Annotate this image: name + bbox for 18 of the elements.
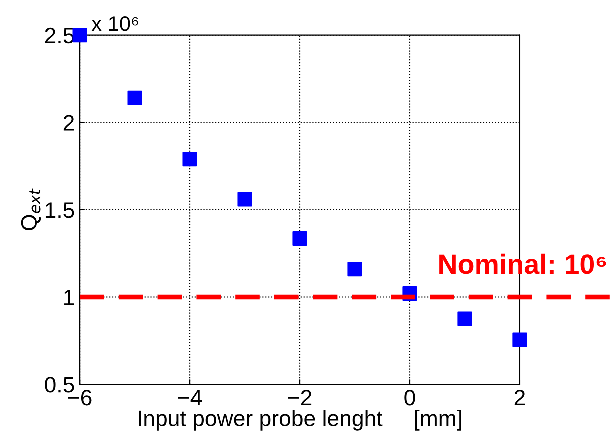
y-tick-label: 1.5 [46, 202, 74, 218]
point [458, 312, 472, 326]
x-tick-label: −2 [288, 390, 312, 406]
x-tick-label: −4 [178, 390, 202, 406]
point [72, 28, 88, 43]
point [128, 90, 142, 106]
y-tick-label: 1 [64, 290, 74, 306]
x-axis-title: Input power probe lenght [mm] [139, 410, 462, 431]
point [182, 152, 198, 167]
point [238, 192, 252, 207]
point [292, 231, 308, 246]
y-tick-label: 2 [64, 115, 74, 131]
x-tick-label: 2 [514, 390, 526, 406]
text: x 10⁶ [92, 16, 138, 32]
point [512, 332, 528, 348]
x-tick-label: 0 [404, 390, 416, 406]
y-axis-title: Q$_{ext}$ [21, 188, 42, 230]
point [348, 262, 362, 277]
